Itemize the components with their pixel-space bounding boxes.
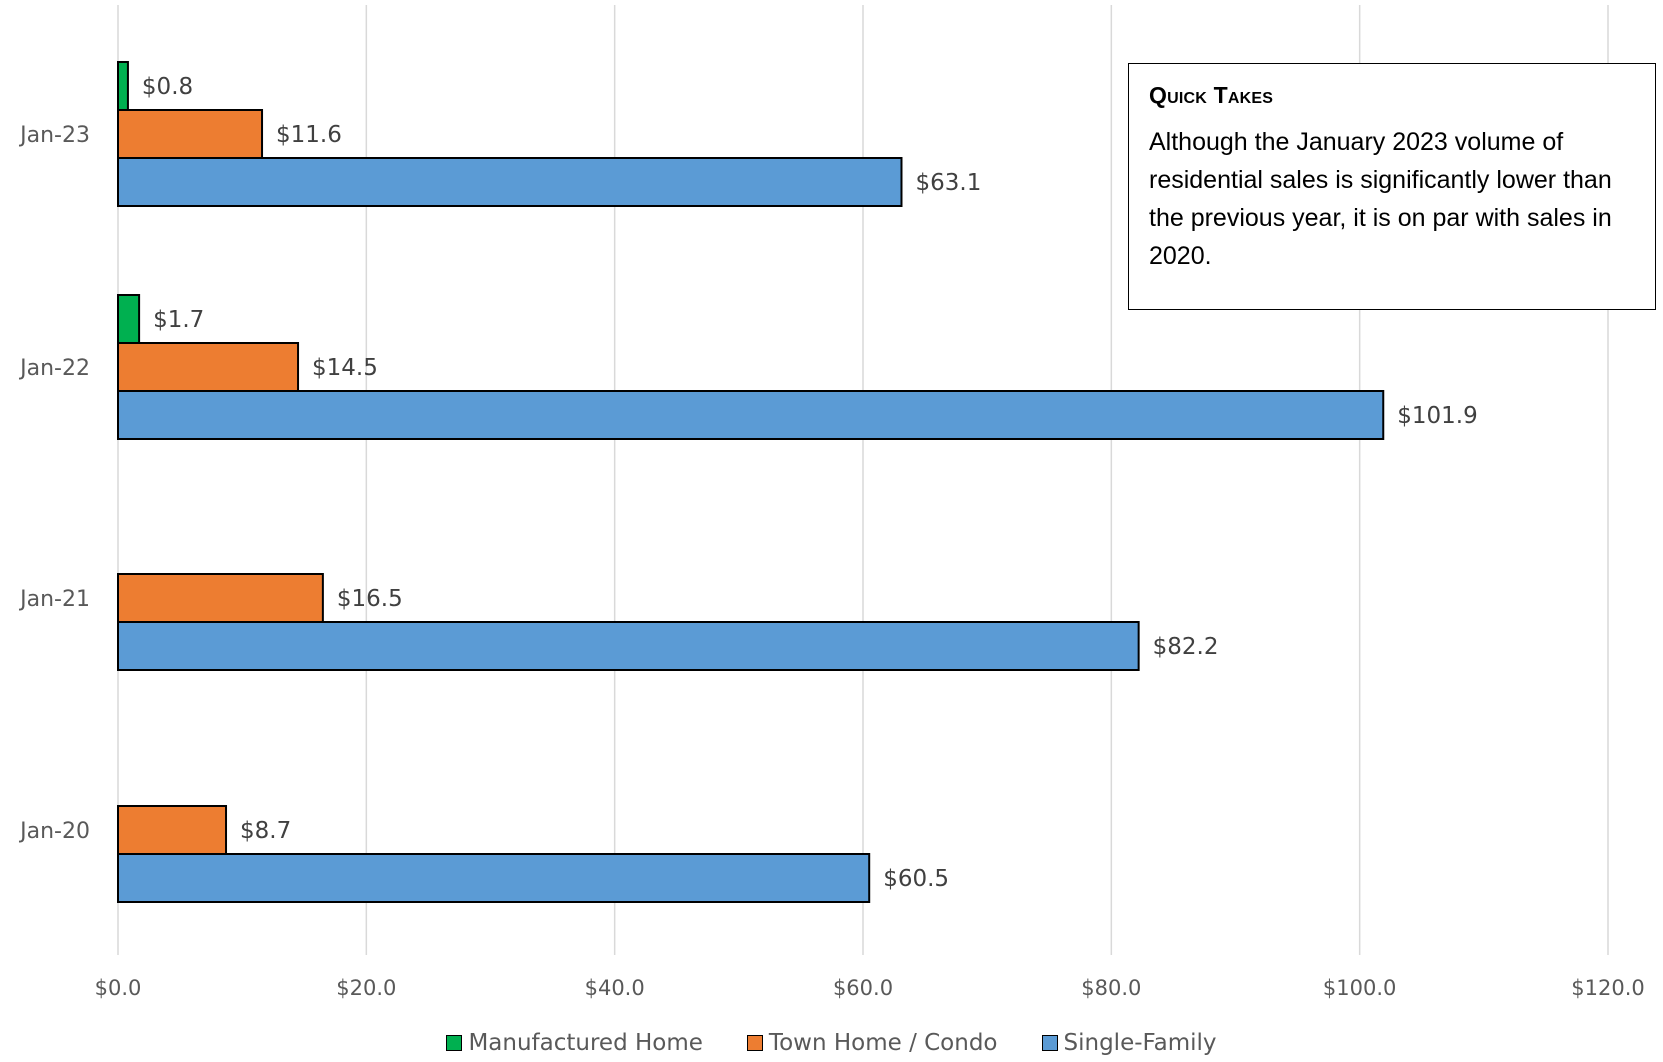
x-tick-label: $0.0 [95,976,142,1000]
data-label: $82.2 [1153,634,1219,660]
legend-item: Manufactured Home [446,1030,703,1056]
legend-item: Town Home / Condo [746,1030,998,1056]
category-label: Jan-23 [18,123,90,148]
x-tick-label: $20.0 [336,976,396,1000]
x-tick-label: $40.0 [585,976,645,1000]
bar-town-home-condo [117,805,228,855]
category-label: Jan-20 [18,819,90,844]
bar-town-home-condo [117,573,324,623]
legend-label: Manufactured Home [468,1030,703,1056]
bar-single-family [117,853,871,903]
bar-manufactured-home [117,61,129,111]
data-label: $60.5 [883,866,949,892]
quick-takes-title: Quick Takes [1149,82,1274,108]
legend-swatch [746,1035,763,1051]
data-label: $1.7 [153,307,204,333]
x-tick-label: $120.0 [1571,976,1644,1000]
legend-item: Single-Family [1041,1030,1217,1056]
x-tick-label: $80.0 [1081,976,1141,1000]
x-tick-label: $60.0 [833,976,893,1000]
data-label: $0.8 [142,74,193,100]
legend-swatch [446,1035,463,1051]
quick-takes-box: Quick Takes Although the January 2023 vo… [1128,63,1656,310]
data-label: $14.5 [312,355,378,381]
data-label: $63.1 [915,170,981,196]
category-label: Jan-22 [18,356,90,381]
bar-single-family [117,390,1385,440]
data-label: $11.6 [276,122,342,148]
legend-swatch [1041,1035,1058,1051]
data-label: $16.5 [337,586,403,612]
bar-single-family [117,157,903,207]
bar-single-family [117,621,1140,671]
legend-label: Town Home / Condo [768,1030,998,1056]
legend: Manufactured Home Town Home / Condo Single… [0,1028,1663,1058]
category-label: Jan-21 [18,587,90,612]
bar-town-home-condo [117,342,300,392]
data-label: $8.7 [240,818,291,844]
data-label: $101.9 [1397,403,1477,429]
bar-manufactured-home [117,294,141,344]
bar-town-home-condo [117,109,264,159]
x-tick-label: $100.0 [1323,976,1396,1000]
legend-label: Single-Family [1063,1030,1217,1056]
quick-takes-body: Although the January 2023 volume of resi… [1149,128,1612,270]
